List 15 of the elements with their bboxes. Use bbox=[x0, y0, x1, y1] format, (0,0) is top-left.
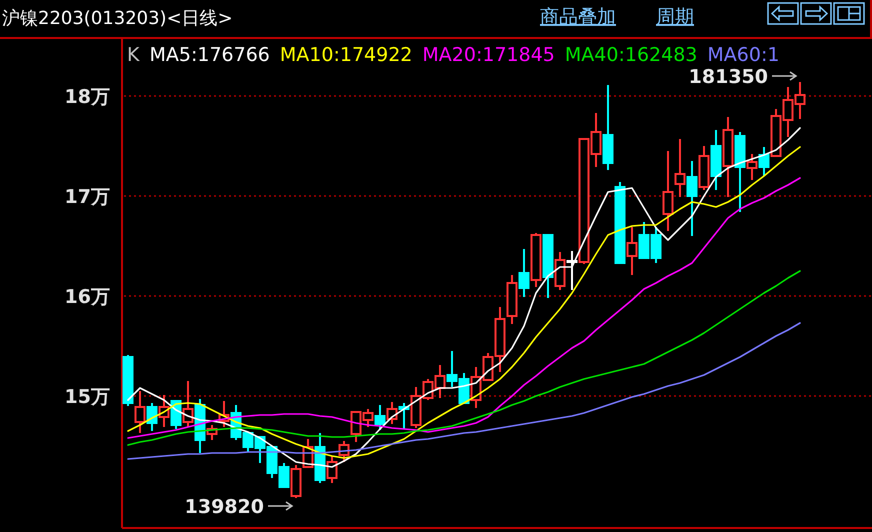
text: 商品叠加 bbox=[540, 6, 616, 28]
text: MA40:162483 bbox=[564, 44, 698, 66]
text: 周期 bbox=[656, 6, 694, 28]
text: MA60:1 bbox=[707, 44, 780, 66]
y-tick-label: 15万 bbox=[64, 386, 110, 408]
y-tick-label: 16万 bbox=[64, 286, 110, 308]
y-tick-label: 18万 bbox=[64, 86, 110, 108]
text: MA5:176766 bbox=[149, 44, 270, 66]
y-tick-label: 17万 bbox=[64, 186, 110, 208]
annotation: 181350 bbox=[688, 66, 768, 88]
annotation: K bbox=[127, 44, 140, 66]
text: MA20:171845 bbox=[422, 44, 555, 66]
chart-title: 沪镍2203(013203)<日线> bbox=[2, 8, 233, 29]
annotation: 139820 bbox=[184, 496, 264, 518]
text: MA10:174922 bbox=[280, 44, 412, 66]
